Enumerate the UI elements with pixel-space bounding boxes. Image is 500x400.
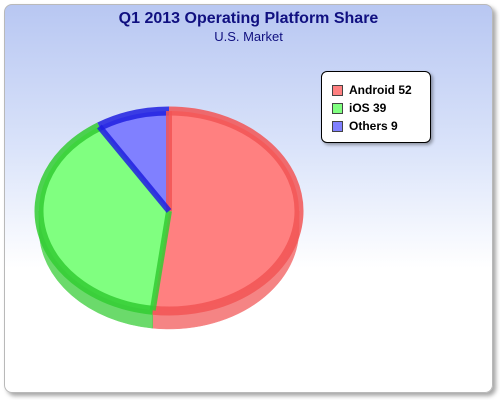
pie-edge-others — [97, 124, 172, 213]
chart-title: Q1 2013 Operating Platform Share — [118, 10, 379, 27]
legend-label-android: Android 52 — [349, 83, 412, 97]
pie-rim-ios — [34, 122, 154, 315]
pie-rim-others — [97, 106, 170, 131]
pie-rim-android — [152, 106, 304, 316]
legend-label-others: Others 9 — [349, 119, 398, 133]
pie-chart — [34, 106, 304, 330]
chart-subtitle: U.S. Market — [214, 29, 283, 44]
legend-swatch-others — [332, 120, 343, 132]
legend-item-android: Android 52 — [332, 82, 412, 98]
legend-label-ios: iOS 39 — [349, 101, 387, 115]
legend-swatch-android — [332, 84, 343, 96]
chart-legend: Android 52 iOS 39 Others 9 — [321, 71, 431, 143]
pie-edge-ios — [149, 210, 172, 311]
legend-item-others: Others 9 — [332, 118, 398, 134]
legend-swatch-ios — [332, 102, 343, 114]
legend-item-ios: iOS 39 — [332, 100, 386, 116]
chart-frame: Q1 2013 Operating Platform Share U.S. Ma… — [4, 4, 493, 393]
pie-slice-android — [152, 111, 300, 311]
